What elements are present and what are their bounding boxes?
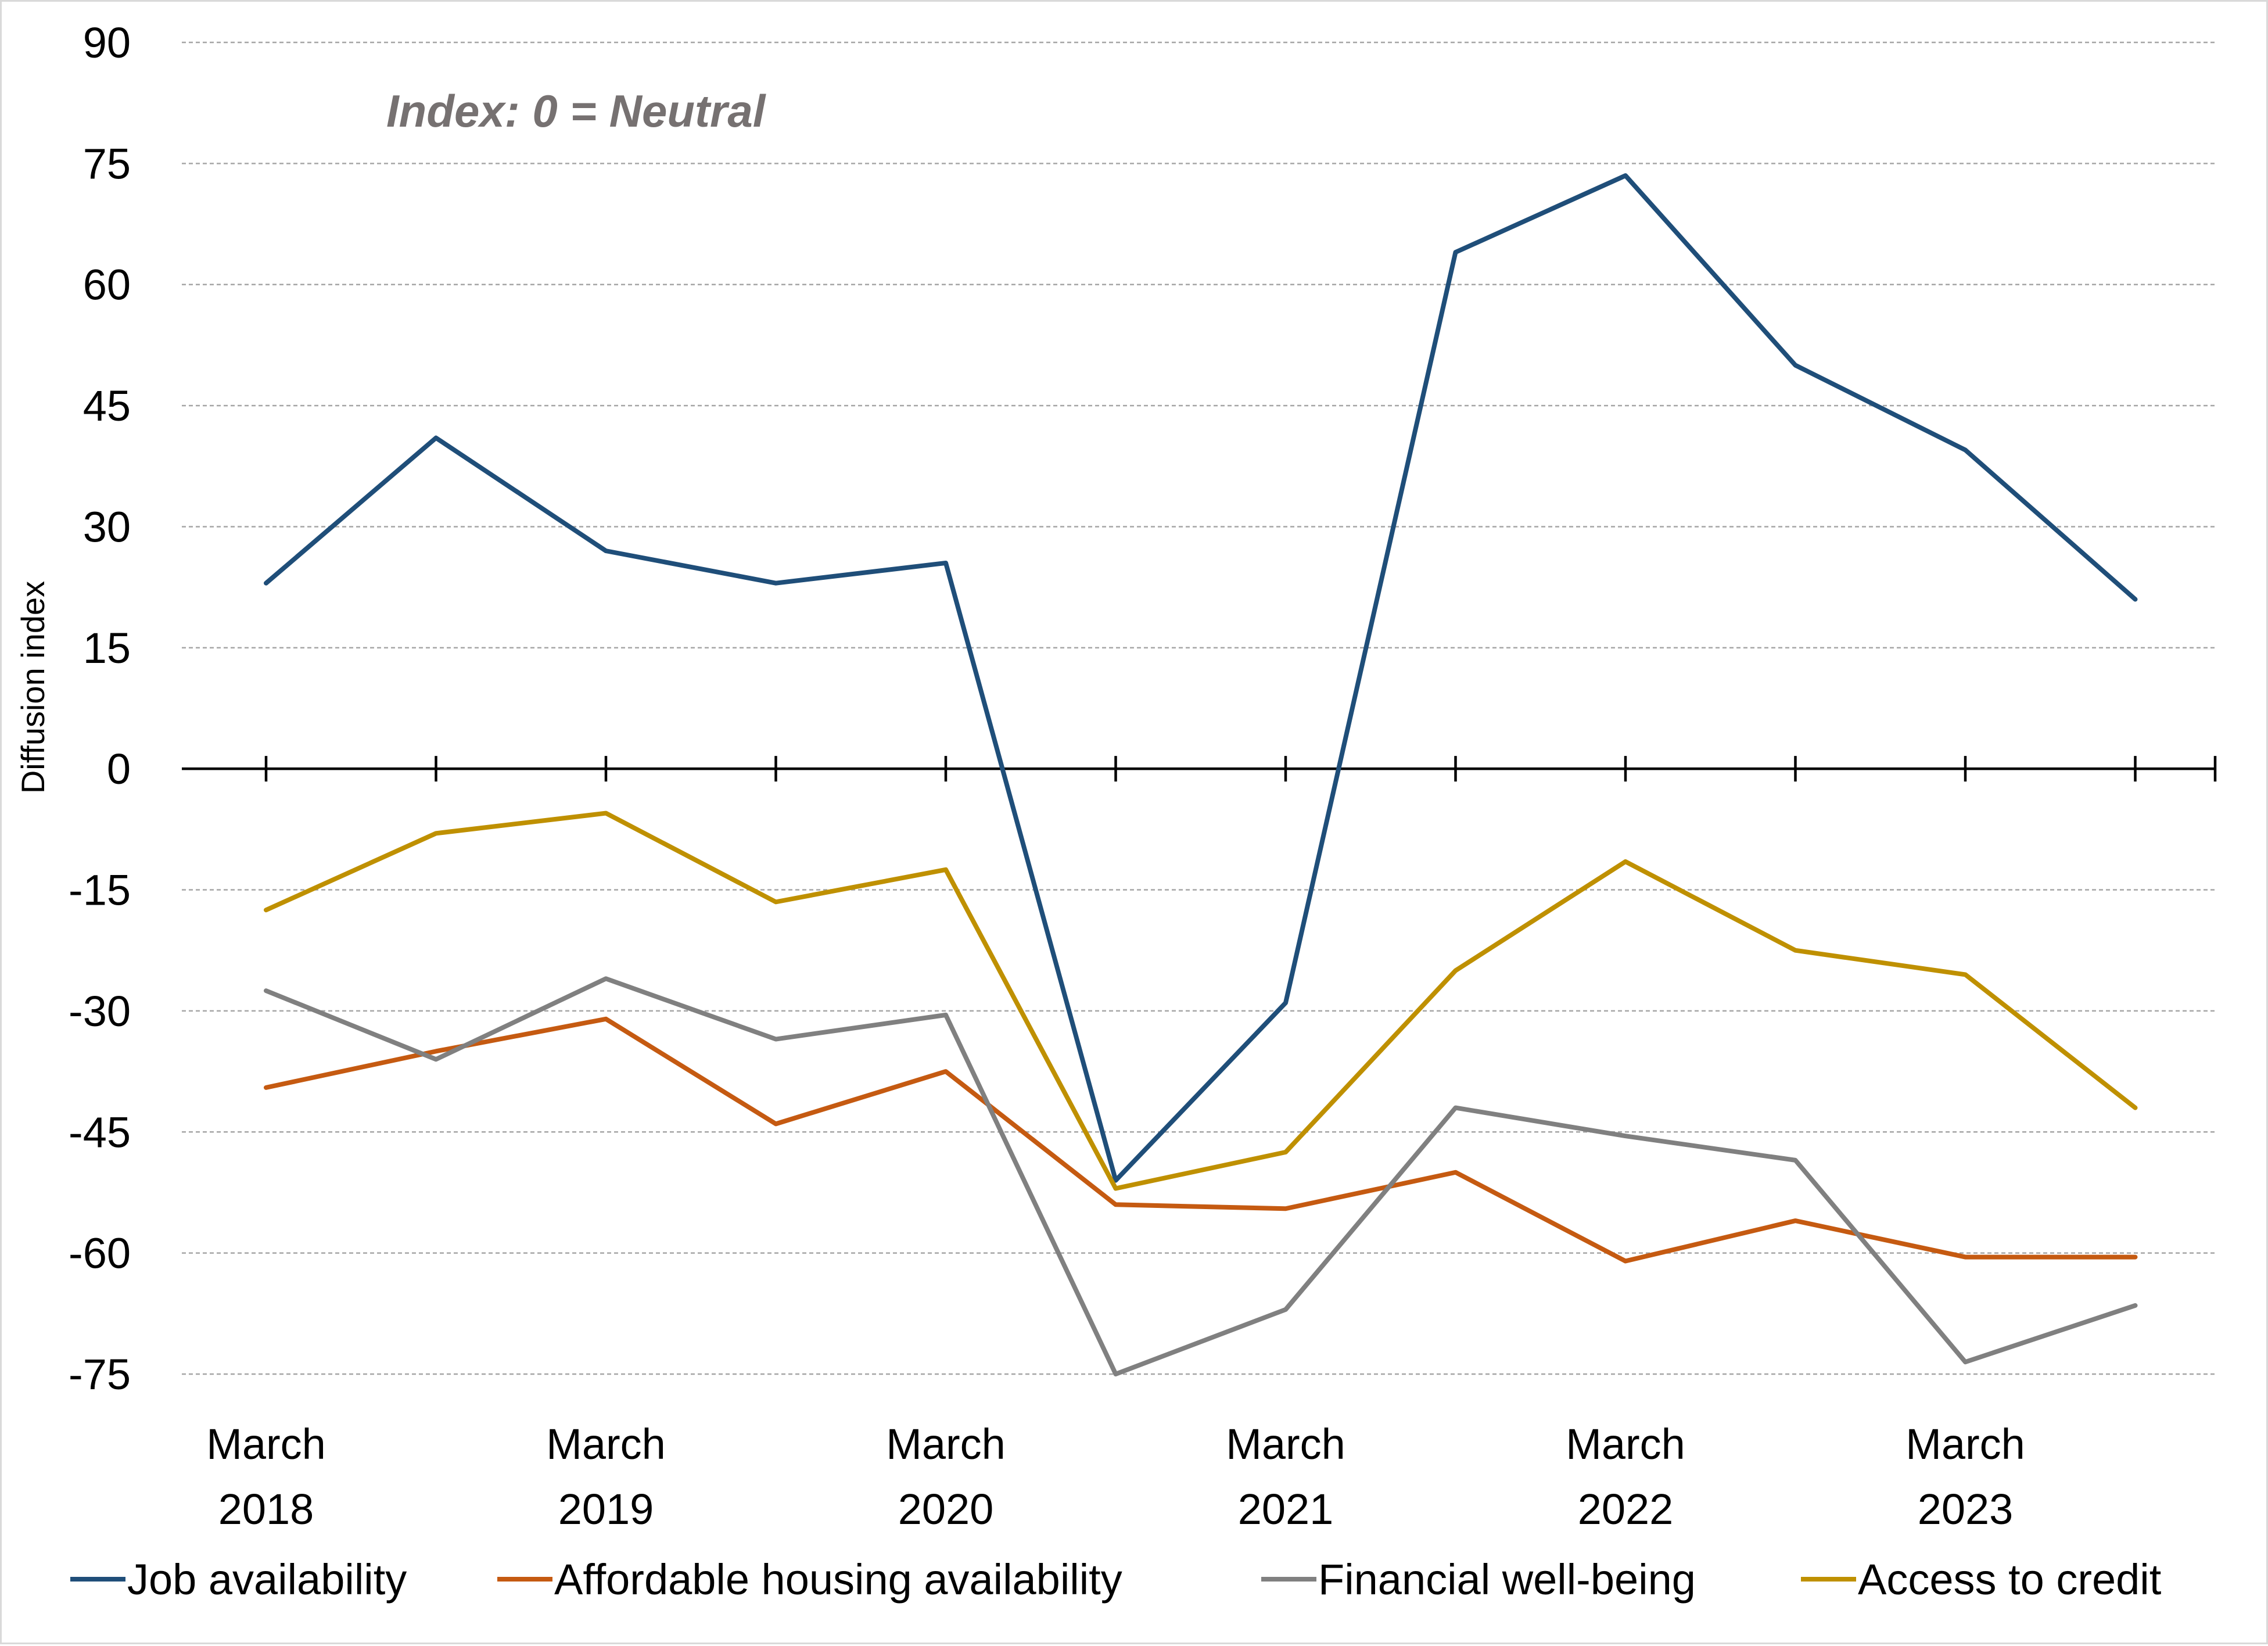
y-tick-label: -60 — [69, 1229, 131, 1278]
chart-annotation: Index: 0 = Neutral — [386, 85, 766, 137]
x-tick-label: 2020 — [898, 1485, 994, 1533]
x-axis — [182, 756, 2217, 782]
series-line — [264, 976, 2138, 1376]
legend: Job availability Affordable housing avail… — [70, 1555, 2162, 1604]
series-line — [264, 811, 2138, 1191]
legend-entry-label: Financial well-being — [1318, 1555, 1696, 1604]
x-tick-label: March — [1226, 1420, 1345, 1468]
y-tick-label: -30 — [69, 987, 131, 1035]
y-tick-label: -45 — [69, 1108, 131, 1156]
y-tick-label: 15 — [83, 624, 131, 672]
y-axis-tick-labels: 90 75 60 45 30 15 0 -15 -30 -45 -60 -75 — [69, 19, 131, 1398]
x-tick-label: 2021 — [1238, 1485, 1334, 1533]
y-tick-label: -15 — [69, 866, 131, 915]
series-lines — [264, 173, 2138, 1376]
legend-entry-label: Affordable housing availability — [554, 1555, 1122, 1604]
x-tick-label: March — [1905, 1420, 2025, 1468]
y-tick-label: -75 — [69, 1350, 131, 1398]
x-tick-label: March — [1566, 1420, 1685, 1468]
x-tick-label: 2019 — [558, 1485, 654, 1533]
series-line — [264, 173, 2138, 1183]
y-tick-label: 30 — [83, 503, 131, 551]
legend-entry-label: Job availability — [127, 1555, 407, 1604]
gridlines — [182, 41, 2215, 1375]
x-axis-tick-labels: March 2018 March 2019 March 2020 March 2021 Marc… — [206, 1420, 2025, 1533]
y-tick-label: 45 — [83, 382, 131, 430]
y-tick-label: 75 — [83, 139, 131, 188]
x-tick-label: 2018 — [218, 1485, 314, 1533]
y-axis-title: Diffusion index — [15, 581, 51, 794]
x-tick-label: March — [206, 1420, 326, 1468]
y-tick-label: 90 — [83, 19, 131, 67]
legend-entry-label: Access to credit — [1858, 1555, 2162, 1604]
series-line — [264, 1016, 2138, 1264]
x-tick-label: March — [546, 1420, 666, 1468]
x-tick-label: March — [886, 1420, 1006, 1468]
y-tick-label: 60 — [83, 261, 131, 309]
x-tick-label: 2022 — [1578, 1485, 1674, 1533]
x-tick-label: 2023 — [1918, 1485, 2014, 1533]
y-tick-label: 0 — [107, 745, 131, 793]
